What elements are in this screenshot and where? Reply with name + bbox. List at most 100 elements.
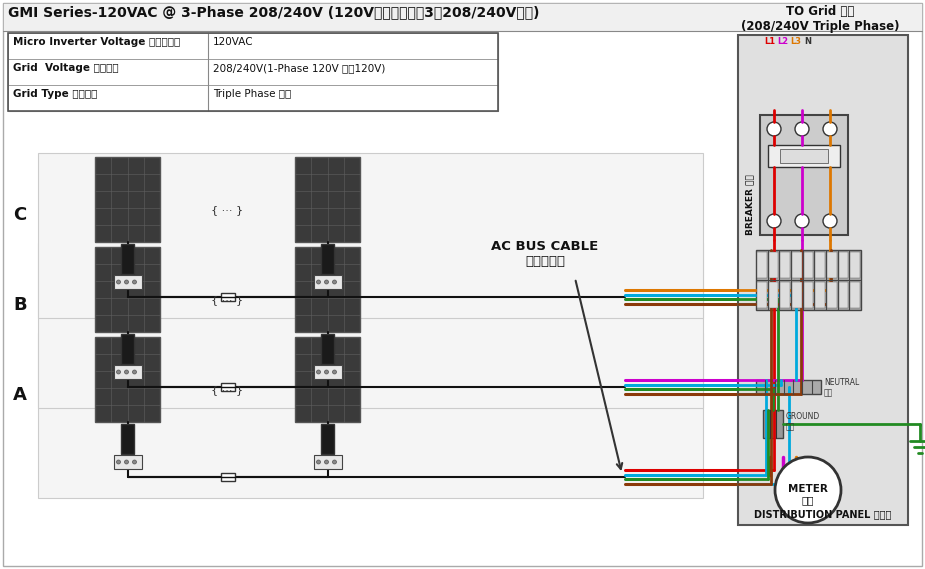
Bar — [815, 252, 825, 278]
Bar — [850, 252, 860, 278]
Bar — [763, 410, 783, 438]
Bar — [815, 282, 825, 308]
Bar — [850, 282, 860, 308]
Bar — [38, 333, 703, 498]
Bar — [95, 337, 160, 422]
Text: Micro Inverter Voltage 逆变器电压: Micro Inverter Voltage 逆变器电压 — [13, 37, 180, 47]
Circle shape — [132, 280, 137, 284]
Circle shape — [117, 370, 120, 374]
Circle shape — [117, 460, 120, 464]
Text: AC BUS CABLE
交流主电网: AC BUS CABLE 交流主电网 — [491, 240, 598, 268]
Text: Grid Type 电网类型: Grid Type 电网类型 — [13, 89, 97, 99]
Bar — [95, 247, 160, 332]
Bar — [757, 282, 767, 308]
Circle shape — [767, 214, 781, 228]
Bar — [8, 85, 498, 111]
Bar — [8, 33, 498, 111]
Bar — [827, 252, 837, 278]
Bar — [804, 282, 813, 308]
Circle shape — [332, 460, 337, 464]
Text: L1: L1 — [764, 37, 775, 46]
Text: L2: L2 — [777, 37, 788, 46]
Bar — [220, 383, 235, 391]
Text: 电表: 电表 — [802, 495, 814, 505]
Circle shape — [823, 214, 837, 228]
Bar — [780, 149, 828, 163]
Circle shape — [125, 370, 129, 374]
Bar — [220, 293, 235, 301]
Bar — [321, 244, 334, 274]
Text: B: B — [13, 296, 27, 314]
Circle shape — [795, 214, 809, 228]
Text: BREAKER 开关: BREAKER 开关 — [746, 175, 755, 236]
Bar — [781, 252, 790, 278]
Circle shape — [325, 370, 328, 374]
Text: NEUTRAL
零线: NEUTRAL 零线 — [824, 378, 859, 397]
Bar — [768, 145, 840, 167]
Bar — [121, 334, 134, 364]
Bar — [321, 334, 334, 364]
Bar — [769, 282, 778, 308]
Text: METER: METER — [788, 484, 828, 494]
Text: GROUND
接地: GROUND 接地 — [786, 412, 820, 431]
Circle shape — [325, 280, 328, 284]
Bar — [756, 250, 861, 310]
Bar — [839, 252, 848, 278]
Bar — [8, 33, 498, 59]
Circle shape — [332, 280, 337, 284]
Bar — [8, 33, 498, 111]
Bar — [38, 243, 703, 408]
Bar — [792, 252, 802, 278]
Bar — [121, 424, 134, 454]
Bar — [839, 282, 848, 308]
Bar — [220, 473, 235, 481]
Circle shape — [316, 460, 320, 464]
Bar — [95, 157, 160, 242]
Bar — [114, 455, 142, 469]
Circle shape — [125, 280, 129, 284]
Circle shape — [767, 122, 781, 136]
Bar — [769, 252, 778, 278]
Bar — [8, 59, 498, 85]
Bar — [738, 35, 908, 525]
Bar — [295, 247, 360, 332]
Circle shape — [775, 457, 841, 523]
Text: { ··· }: { ··· } — [212, 205, 243, 215]
Text: A: A — [13, 386, 27, 404]
Text: DISTRIBUTION PANEL 接线盒: DISTRIBUTION PANEL 接线盒 — [754, 509, 892, 519]
Bar — [321, 424, 334, 454]
Bar — [314, 365, 341, 379]
Bar — [114, 275, 142, 289]
Bar — [756, 380, 821, 394]
Text: L3: L3 — [791, 37, 801, 46]
Circle shape — [132, 460, 137, 464]
Text: 120VAC: 120VAC — [213, 37, 253, 47]
Text: GMI Series-120VAC @ 3-Phase 208/240V (120V逆变器安装在3相208/240V电网): GMI Series-120VAC @ 3-Phase 208/240V (12… — [8, 5, 539, 19]
Text: Triple Phase 三相: Triple Phase 三相 — [213, 89, 291, 99]
Bar — [3, 3, 922, 31]
Text: N: N — [805, 37, 811, 46]
Text: { ··· }: { ··· } — [212, 385, 243, 395]
Circle shape — [316, 370, 320, 374]
Bar — [314, 275, 341, 289]
Text: { ··· }: { ··· } — [212, 295, 243, 305]
Bar — [781, 282, 790, 308]
Circle shape — [132, 370, 137, 374]
Bar — [757, 252, 767, 278]
Bar — [314, 455, 341, 469]
Text: TO Grid 电网
(208/240V Triple Phase): TO Grid 电网 (208/240V Triple Phase) — [741, 5, 899, 33]
Bar — [295, 337, 360, 422]
Circle shape — [125, 460, 129, 464]
Bar — [827, 282, 837, 308]
Bar — [792, 282, 802, 308]
Bar — [114, 365, 142, 379]
Circle shape — [795, 122, 809, 136]
Bar — [121, 244, 134, 274]
Circle shape — [316, 280, 320, 284]
Circle shape — [117, 280, 120, 284]
Circle shape — [332, 370, 337, 374]
Text: 208/240V(1-Phase 120V 单相120V): 208/240V(1-Phase 120V 单相120V) — [213, 63, 386, 73]
Bar — [295, 157, 360, 242]
Bar — [804, 252, 813, 278]
Text: Grid  Voltage 电网电压: Grid Voltage 电网电压 — [13, 63, 118, 73]
